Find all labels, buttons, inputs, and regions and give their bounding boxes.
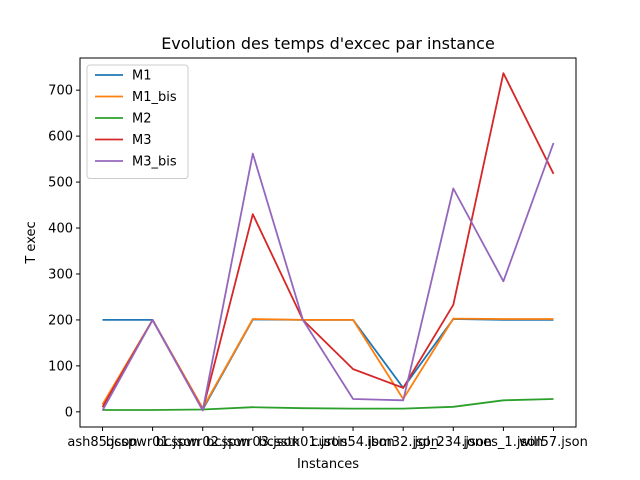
x-tick-label: bcspwr01.json — [106, 435, 200, 450]
y-tick-label: 300 — [48, 267, 73, 282]
y-tick-label: 600 — [48, 130, 73, 145]
x-axis: ash85.jsonbcspwr01.jsonbcspwr02.jsonbcsp… — [67, 427, 588, 450]
x-tick-label: curtis54.json — [311, 435, 394, 450]
series-lines — [101, 72, 555, 412]
legend-entry: M3 — [132, 133, 152, 148]
x-tick-label: ash85.json — [67, 435, 137, 450]
y-tick-label: 100 — [48, 359, 73, 374]
x-tick-label: jones_1.json — [462, 435, 543, 450]
series-line-m2 — [102, 398, 554, 411]
x-tick-label: bcspwr03.json — [206, 435, 300, 450]
y-tick-label: 0 — [65, 405, 73, 420]
y-axis: 0 100 200 300 400 500 600 700 — [48, 84, 80, 420]
y-tick-label: 700 — [48, 84, 73, 99]
x-tick-label: bcsstk01.json — [259, 435, 348, 450]
legend-entry: M3_bis — [132, 155, 177, 170]
x-tick-label: bcspwr02.json — [156, 435, 250, 450]
chart-title: Evolution des temps d'excec par instance — [161, 34, 495, 53]
y-tick-label: 500 — [48, 176, 73, 191]
x-tick-label: jgl_234.json — [414, 435, 493, 450]
series-line-m3-bis — [101, 142, 555, 412]
legend-entry: M1 — [132, 69, 152, 84]
y-tick-label: 200 — [48, 313, 73, 328]
x-tick-label: ibm32.json — [367, 435, 439, 450]
x-axis-label: Instances — [297, 457, 359, 472]
legend-frame — [86, 64, 189, 179]
plot-area-frame — [79, 57, 577, 428]
legend-entry: M1_bis — [132, 90, 177, 105]
x-tick-label: will57.json — [519, 435, 588, 450]
legend: M1 M1_bis M2 M3 M3_bis — [86, 64, 189, 179]
legend-entry: M2 — [132, 112, 152, 127]
y-axis-label: T exec — [24, 221, 39, 264]
y-tick-label: 400 — [48, 222, 73, 237]
